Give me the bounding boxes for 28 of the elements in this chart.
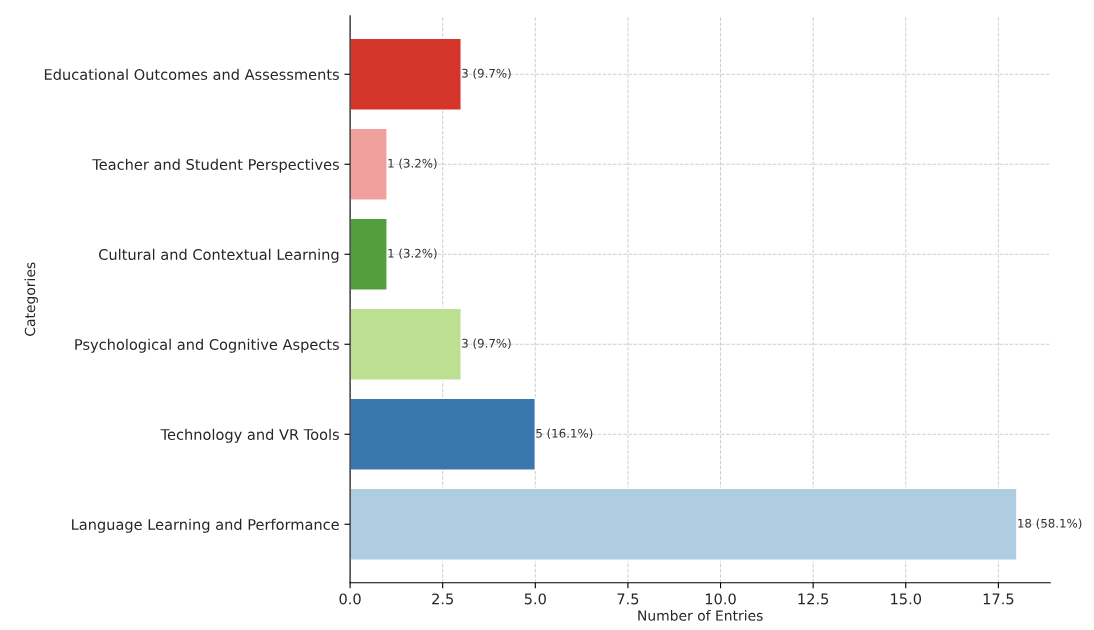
bar xyxy=(350,307,462,381)
bar xyxy=(350,37,462,111)
x-tick-label: 17.5 xyxy=(983,593,1014,605)
x-tick-label: 5.0 xyxy=(524,593,546,605)
data-label: 5 (16.1%) xyxy=(536,428,593,440)
x-tick-label: 12.5 xyxy=(798,593,829,605)
x-axis-title: Number of Entries xyxy=(638,610,763,621)
x-tick-label: 10.0 xyxy=(705,593,736,605)
x-tick-label: 0.0 xyxy=(339,593,361,605)
y-axis-title: Categories xyxy=(24,262,38,336)
y-tick-label: Language Learning and Performance xyxy=(72,518,339,533)
bar xyxy=(350,217,388,291)
y-tick-label: Educational Outcomes and Assessments xyxy=(44,68,339,80)
data-label: 3 (9.7%) xyxy=(462,68,511,80)
x-tick-label: 7.5 xyxy=(617,593,639,605)
y-tick-label: Technology and VR Tools xyxy=(160,428,339,443)
data-label: 1 (3.2%) xyxy=(388,248,437,260)
data-label: 3 (9.7%) xyxy=(462,338,511,350)
y-tick-label: Cultural and Contextual Learning xyxy=(99,248,339,263)
bar xyxy=(350,487,1018,561)
x-tick-label: 15.0 xyxy=(891,593,922,605)
y-tick-label: Psychological and Cognitive Aspects xyxy=(75,338,339,353)
x-tick-label: 2.5 xyxy=(432,593,454,605)
bar xyxy=(350,397,537,471)
data-label: 1 (3.2%) xyxy=(388,158,437,170)
y-tick-label: Teacher and Student Perspectives xyxy=(92,158,339,173)
data-label: 18 (58.1%) xyxy=(1018,518,1082,530)
bar xyxy=(350,127,388,201)
